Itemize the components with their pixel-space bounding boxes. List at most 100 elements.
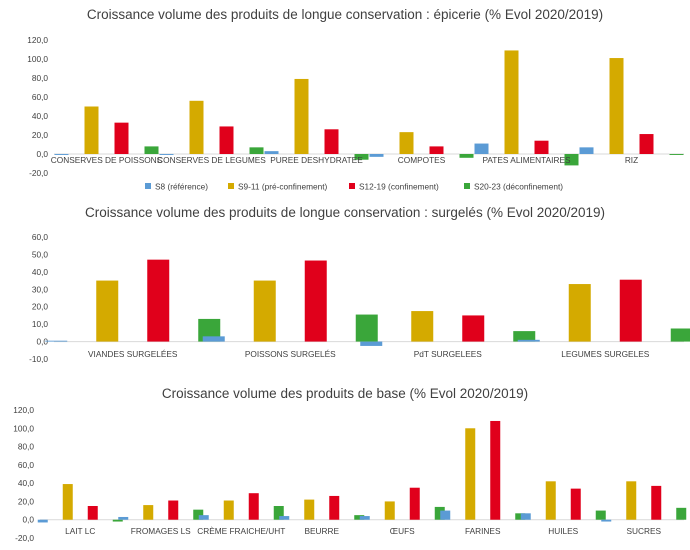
bar-s8 xyxy=(118,516,129,520)
bar-s12-19 xyxy=(490,420,501,520)
bar-s12-19 xyxy=(329,495,340,520)
bar-s12-19 xyxy=(462,315,485,342)
category-label: POISSONS SURGELÉS xyxy=(245,349,336,359)
legend-label-s8: S8 (référence) xyxy=(155,182,208,192)
y-tick-label: 120,0 xyxy=(13,405,34,415)
bar-s20-23 xyxy=(564,154,579,166)
bar-s20-23 xyxy=(355,314,378,342)
y-tick-label: 30,0 xyxy=(32,284,49,294)
legend-swatch-s9-11 xyxy=(228,183,234,189)
surgeles-chart: Croissance volume des produits de longue… xyxy=(29,205,690,364)
category-label: PdT SURGELEES xyxy=(414,349,483,359)
category-label: LEGUMES SURGELES xyxy=(561,349,650,359)
y-tick-label: 0,0 xyxy=(36,337,48,347)
category-label: FARINES xyxy=(465,526,501,536)
category-label: RIZ xyxy=(625,155,638,165)
legend-label-s12-19: S12-19 (confinement) xyxy=(359,182,439,192)
bar-s20-23 xyxy=(273,506,284,520)
y-tick-label: 20,0 xyxy=(18,496,35,506)
y-tick-label: 50,0 xyxy=(32,249,49,259)
epicerie-chart: Croissance volume des produits de longue… xyxy=(27,7,684,178)
category-label: LAIT LC xyxy=(65,526,95,536)
bar-s12-19 xyxy=(409,487,420,520)
bar-s12-19 xyxy=(147,259,170,342)
surgeles-chart-title: Croissance volume des produits de longue… xyxy=(85,205,605,220)
bar-s9-11 xyxy=(304,499,315,520)
bar-s9-11 xyxy=(504,50,519,155)
bar-s8 xyxy=(54,154,69,155)
legend-label-s9-11: S9-11 (pré-confinement) xyxy=(238,182,328,192)
bar-s20-23 xyxy=(515,513,526,520)
y-tick-label: 10,0 xyxy=(32,319,49,329)
y-tick-label: -20,0 xyxy=(29,168,48,178)
bar-s8 xyxy=(601,519,612,522)
bar-s9-11 xyxy=(411,311,434,342)
bar-s20-23 xyxy=(249,147,264,154)
bar-s9-11 xyxy=(465,428,476,520)
bar-s9-11 xyxy=(189,100,204,154)
bar-s9-11 xyxy=(294,78,309,154)
y-tick-label: 100,0 xyxy=(27,54,48,64)
bar-s9-11 xyxy=(223,500,234,520)
legend-label-s20-23: S20-23 (déconfinement) xyxy=(474,182,563,192)
category-label: CONSERVES DE POISSONS xyxy=(51,155,163,165)
bar-s8 xyxy=(37,519,48,523)
bar-s8 xyxy=(159,154,174,155)
y-tick-label: 80,0 xyxy=(32,73,49,83)
bar-s12-19 xyxy=(168,500,179,520)
bar-s12-19 xyxy=(619,279,642,342)
y-tick-label: 40,0 xyxy=(32,267,49,277)
bar-s12-19 xyxy=(639,134,654,154)
bar-s8 xyxy=(474,143,489,154)
bar-s20-23 xyxy=(112,519,123,522)
category-label: VIANDES SURGELÉES xyxy=(88,349,178,359)
bar-s8 xyxy=(369,154,384,157)
y-tick-label: 20,0 xyxy=(32,302,49,312)
category-label: PUREE DESHYDRATEE xyxy=(270,155,363,165)
category-label: SUCRES xyxy=(626,526,661,536)
y-tick-label: 0,0 xyxy=(22,515,34,525)
bar-s12-19 xyxy=(534,140,549,154)
bar-s12-19 xyxy=(304,260,327,342)
bar-s12-19 xyxy=(429,146,444,154)
bar-s8 xyxy=(359,516,370,520)
bar-s12-19 xyxy=(219,126,234,154)
bar-s20-23 xyxy=(513,331,536,342)
bar-s9-11 xyxy=(96,280,119,342)
bar-s9-11 xyxy=(399,132,414,154)
bar-s20-23 xyxy=(676,507,687,520)
bar-s20-23 xyxy=(354,515,365,520)
bar-s9-11 xyxy=(84,106,99,154)
bar-s8 xyxy=(579,147,594,154)
category-label: CRÈME FRAICHE/UHT xyxy=(197,526,285,536)
bar-s8 xyxy=(264,151,279,154)
y-tick-label: -10,0 xyxy=(29,354,48,364)
category-label: ŒUFS xyxy=(390,526,415,536)
bar-s9-11 xyxy=(62,484,73,520)
bar-s20-23 xyxy=(459,154,474,158)
category-label: HUILES xyxy=(548,526,578,536)
bar-s8 xyxy=(198,515,209,520)
legend-swatch-s8 xyxy=(145,183,151,189)
category-label: COMPOTES xyxy=(398,155,446,165)
legend-swatch-s12-19 xyxy=(349,183,355,189)
category-label: FROMAGES LS xyxy=(131,526,191,536)
bar-s8 xyxy=(45,340,68,342)
bar-s8 xyxy=(517,339,540,342)
y-tick-label: 60,0 xyxy=(18,460,35,470)
produits-de-base-chart-title: Croissance volume des produits de base (… xyxy=(162,386,528,401)
bar-s9-11 xyxy=(384,501,395,520)
bar-s8 xyxy=(520,513,531,520)
bar-s20-23 xyxy=(434,506,445,520)
bar-s9-11 xyxy=(253,280,276,342)
bar-s20-23 xyxy=(354,154,369,160)
bar-s8 xyxy=(440,510,451,520)
bar-s9-11 xyxy=(626,481,637,520)
bar-s12-19 xyxy=(651,485,662,520)
y-tick-label: 80,0 xyxy=(18,442,35,452)
category-label: CONSERVES DE LEGUMES xyxy=(157,155,266,165)
bar-s20-23 xyxy=(144,146,159,154)
bar-s9-11 xyxy=(568,284,591,342)
bar-s9-11 xyxy=(143,505,154,520)
epicerie-chart-title: Croissance volume des produits de longue… xyxy=(87,7,603,22)
